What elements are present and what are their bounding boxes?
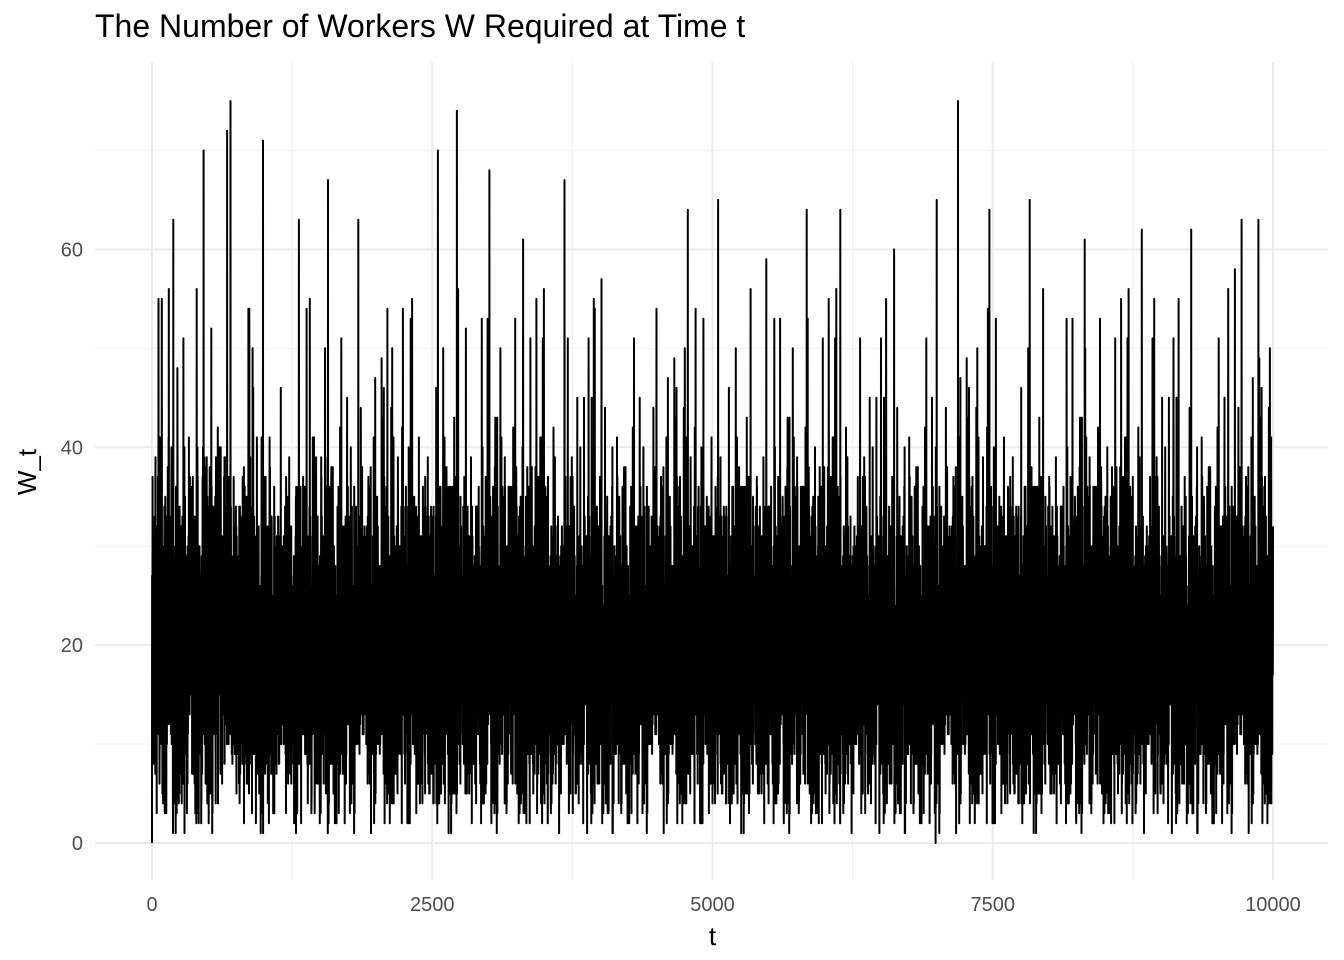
y-axis-title: W_t [12,448,42,495]
series-line [151,100,1274,844]
y-tick-label: 40 [61,437,83,459]
x-tick-label: 10000 [1245,894,1301,916]
chart-title: The Number of Workers W Required at Time… [95,8,746,44]
x-tick-label: 7500 [971,894,1016,916]
x-axis-title: t [709,921,717,951]
y-tick-label: 60 [61,239,83,261]
y-tick-label: 20 [61,635,83,657]
x-tick-label: 2500 [410,894,455,916]
x-tick-label: 5000 [690,894,735,916]
series-layer [151,100,1274,844]
y-axis-ticks: 0 20 40 60 [61,239,83,855]
y-tick-label: 0 [72,833,83,855]
x-axis-ticks: 0 2500 5000 7500 10000 [146,894,1300,916]
x-tick-label: 0 [146,894,157,916]
